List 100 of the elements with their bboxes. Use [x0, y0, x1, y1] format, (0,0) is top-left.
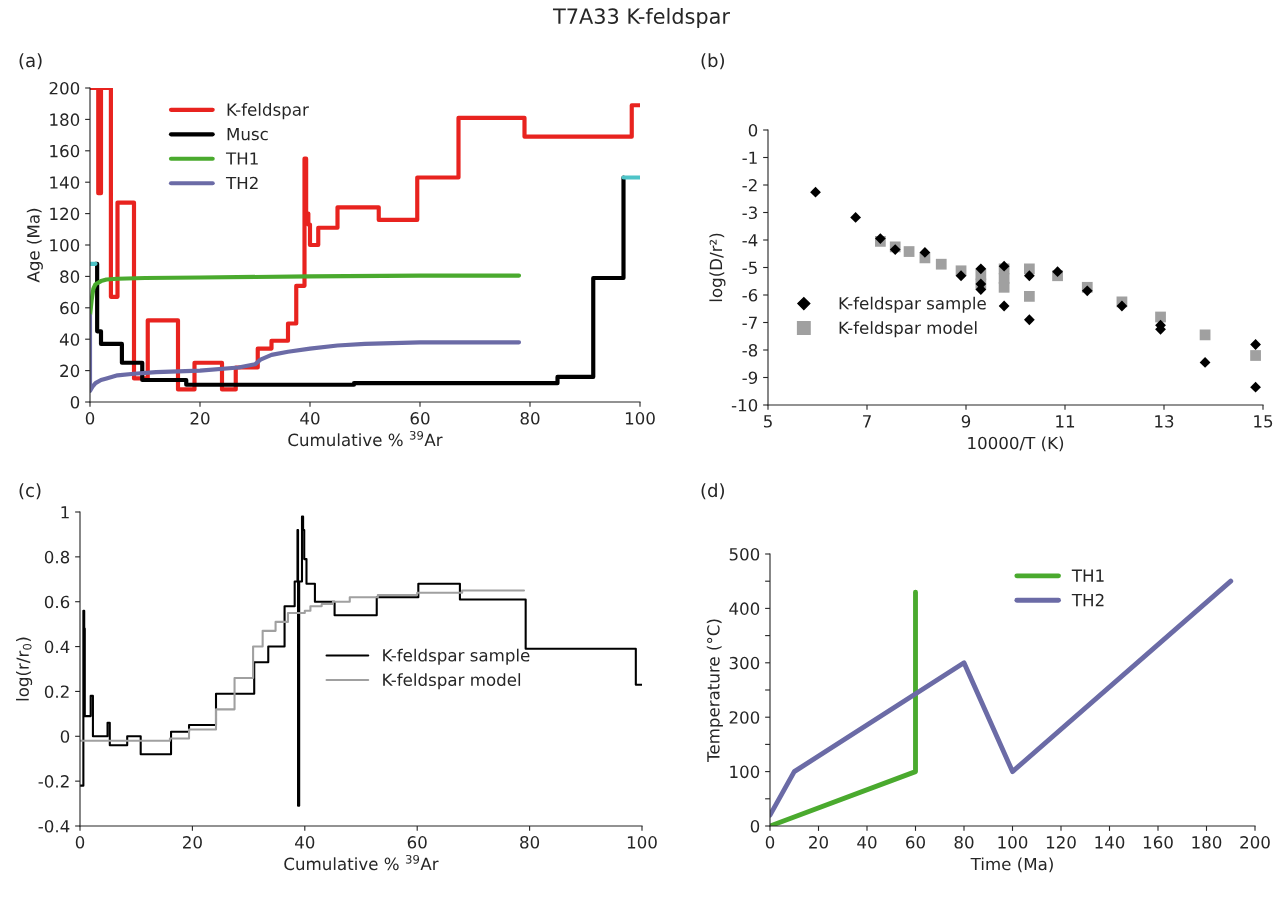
y-tick-label: -7: [742, 316, 757, 329]
y-tick-label: 0: [748, 123, 758, 137]
x-axis-title: Time (Ma): [970, 857, 1053, 873]
point: [919, 247, 931, 258]
x-tick-label: 40: [300, 412, 320, 425]
y-tick-label: 100: [730, 765, 760, 779]
x-tick-label: 7: [863, 415, 871, 428]
text: (d): [701, 483, 724, 500]
y-tick-label: 160: [50, 144, 80, 158]
y-tick-label: -2: [742, 178, 757, 192]
x-tick-label: 100: [998, 836, 1028, 849]
legend-label: K-feldspar: [227, 103, 309, 120]
point: [1250, 339, 1261, 350]
point: [975, 263, 987, 275]
text: (a): [19, 53, 42, 70]
y-tick-label: 20: [60, 364, 80, 378]
x-tick-label: 140: [1095, 836, 1125, 849]
x-tick-label: 100: [627, 836, 657, 849]
x-tick-label: 5: [763, 415, 772, 428]
y-tick-label: 80: [60, 270, 80, 283]
x-tick-label: 180: [1192, 836, 1222, 849]
x-tick-label: 60: [906, 836, 925, 849]
x-tick-label: 40: [295, 836, 315, 849]
point: [935, 258, 947, 270]
y-axis-title: log(r/r$_{0}$): [16, 637, 33, 701]
y-tick-label: -5: [742, 261, 757, 275]
x-tick-label: 0: [85, 412, 95, 425]
y-tick-label: 0: [750, 819, 760, 833]
y-tick-label: -4: [742, 234, 758, 247]
legend-label: K-feldspar model: [383, 673, 521, 690]
y-tick-label: 400: [729, 602, 760, 615]
y-tick-label: 0.2: [44, 685, 69, 698]
x-tick-label: 20: [183, 836, 202, 849]
point: [810, 186, 821, 198]
x-tick-label: 80: [520, 836, 540, 849]
y-tick-label: 300: [729, 656, 760, 670]
legend-label: TH1: [225, 152, 258, 165]
y-tick-label: -6: [742, 288, 758, 302]
y-tick-label: -9: [742, 371, 758, 385]
y-tick-label: 40: [59, 333, 80, 346]
legend-label: K-feldspar sample: [839, 296, 986, 313]
x-tick-label: 40: [857, 836, 877, 849]
y-tick-label: 0.6: [44, 595, 70, 609]
point: [1023, 314, 1035, 326]
point: [998, 281, 1010, 293]
x-axis-title: Cumulative % $^{39}$Ar: [284, 854, 439, 871]
legend-label: K-feldspar model: [839, 321, 977, 338]
point: [1023, 291, 1035, 302]
point: [1155, 311, 1166, 323]
x-tick-label: 80: [520, 412, 540, 425]
point: [1199, 329, 1211, 341]
point: [1081, 285, 1093, 297]
point: [1250, 381, 1261, 393]
y-tick-label: -3: [742, 206, 757, 220]
x-axis-title: Cumulative % $^{39}$Ar: [288, 430, 443, 447]
y-tick-label: 140: [50, 176, 80, 189]
x-tick-label: 11: [1056, 415, 1075, 428]
point: [1023, 270, 1035, 282]
y-tick-label: 100: [50, 238, 80, 252]
x-axis-title: 10000/T (K): [968, 436, 1064, 452]
text: (c): [19, 483, 41, 500]
point: [1199, 357, 1211, 368]
legend-label: K-feldspar sample: [383, 648, 530, 665]
x-tick-label: 100: [625, 412, 655, 425]
x-tick-label: 13: [1155, 415, 1174, 428]
y-tick-label: 200: [49, 81, 80, 95]
y-axis-title: log(D/r²): [709, 233, 726, 302]
y-tick-label: -0.4: [38, 819, 70, 833]
x-tick-label: 120: [1046, 836, 1076, 849]
x-tick-label: 20: [809, 836, 828, 849]
point: [1250, 350, 1261, 361]
legend-label: TH1: [1071, 569, 1104, 582]
x-tick-label: 20: [190, 412, 210, 425]
x-tick-label: 80: [954, 836, 974, 849]
y-tick-label: 1: [61, 506, 69, 519]
y-tick-label: 0: [60, 730, 70, 743]
x-tick-label: 15: [1254, 415, 1273, 428]
y-tick-label: -1: [742, 151, 757, 164]
point: [998, 300, 1010, 312]
legend-label: TH2: [225, 176, 258, 190]
y-axis-title: Temperature (°C): [706, 619, 723, 762]
y-tick-label: 0.4: [44, 640, 70, 654]
x-tick-label: 60: [407, 836, 427, 849]
x-tick-label: 60: [410, 412, 430, 425]
chart-title: T7A33 K-feldspar: [552, 7, 730, 29]
line-series: [90, 313, 522, 394]
y-tick-label: -8: [742, 343, 758, 357]
point: [1052, 266, 1063, 277]
point: [850, 212, 861, 223]
point: [1116, 300, 1128, 312]
y-tick-label: 500: [729, 547, 760, 561]
point: [955, 270, 967, 282]
y-tick-label: -0.2: [38, 775, 69, 788]
y-axis-title: Age (Ma): [26, 208, 43, 283]
y-tick-label: 120: [50, 207, 80, 221]
x-tick-label: 9: [961, 415, 971, 428]
y-tick-label: 0: [70, 395, 80, 409]
x-tick-label: 160: [1143, 836, 1173, 849]
text: (b): [701, 53, 724, 70]
y-tick-label: 60: [60, 301, 80, 315]
